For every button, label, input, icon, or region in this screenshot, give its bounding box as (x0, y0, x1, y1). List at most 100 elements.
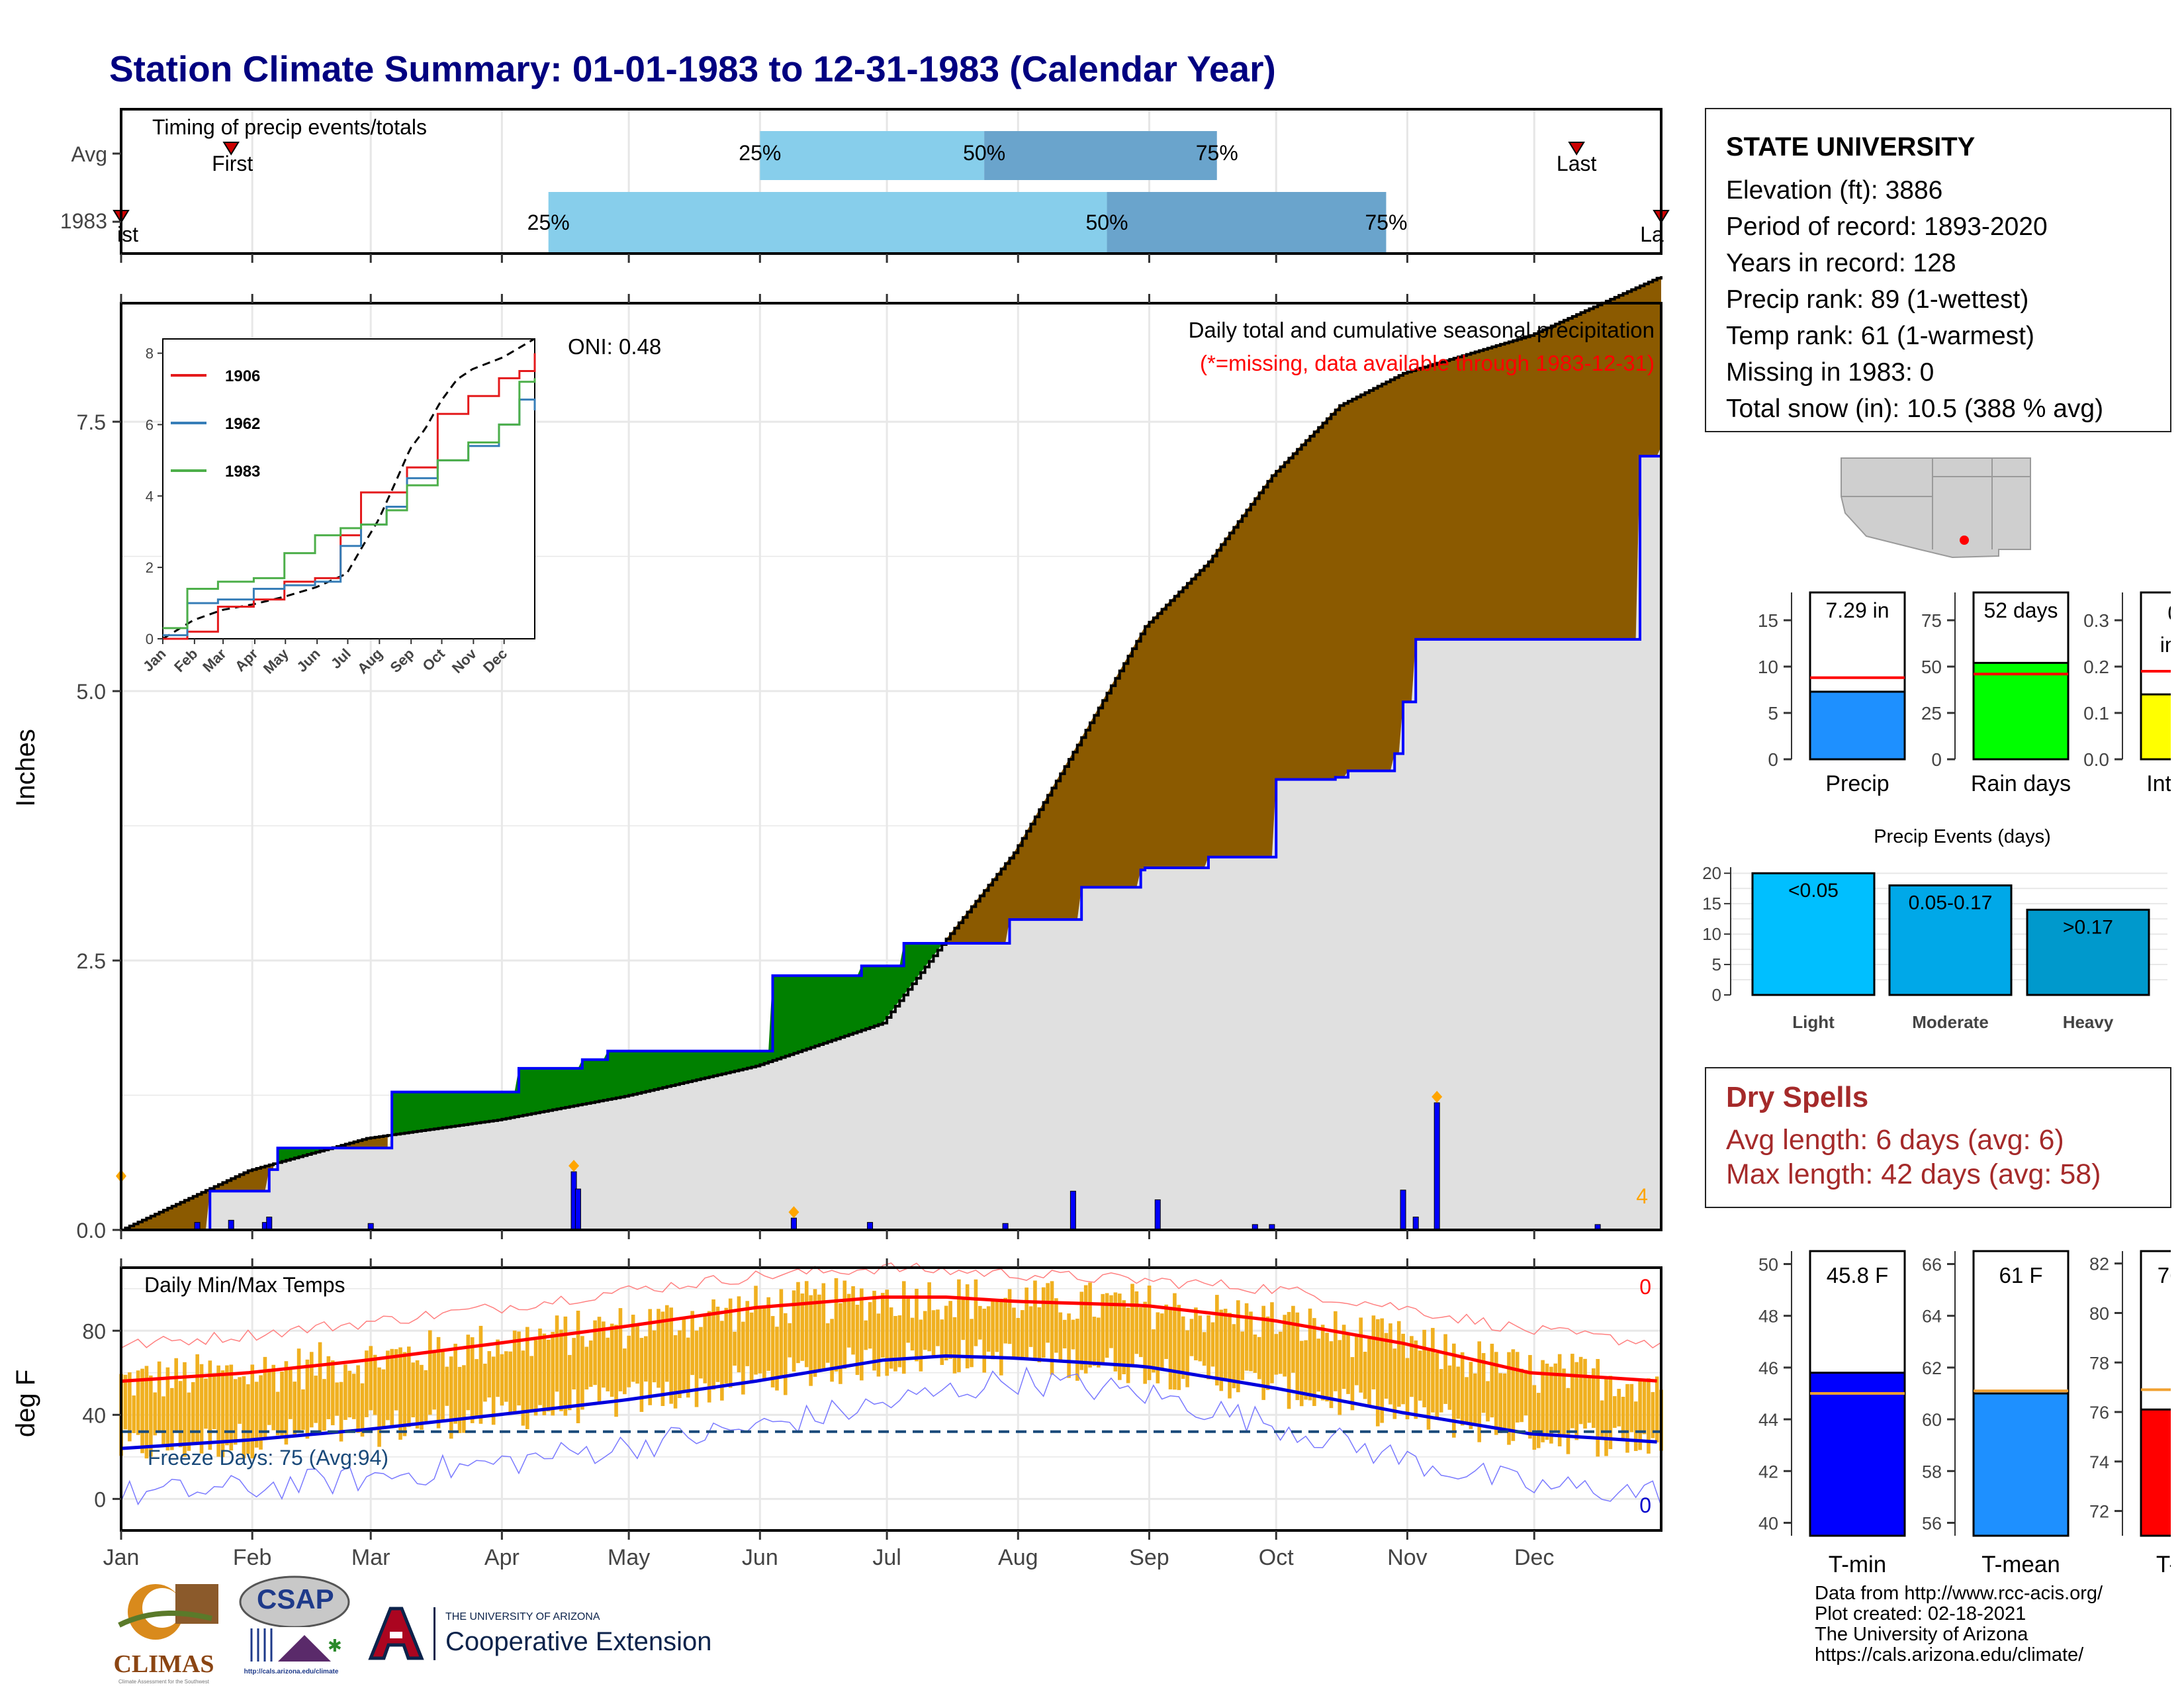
daily-temp-bar (1126, 1307, 1130, 1383)
inset-legend-label: 1983 (225, 463, 260, 481)
daily-temp-bar (627, 1335, 631, 1387)
station-location-marker (1960, 536, 1969, 545)
events-y-tick-label: 20 (1702, 863, 1721, 883)
csap-subtext: http://cals.arizona.edu/climate (244, 1668, 339, 1675)
temp-y-tick-label: 78 (2089, 1353, 2109, 1373)
daily-temp-bar (140, 1368, 144, 1454)
daily-temp-bar (707, 1311, 711, 1403)
daily-temp-bar (572, 1338, 576, 1389)
daily-temp-bar (1625, 1383, 1629, 1453)
daily-temp-bar (402, 1352, 407, 1436)
daily-temp-bar (1481, 1353, 1486, 1413)
daily-temp-bar (881, 1293, 885, 1358)
daily-temp-bar (1587, 1375, 1592, 1423)
month-tick-label: Mar (351, 1545, 390, 1570)
timing-title: Timing of precip events/totals (152, 115, 427, 139)
daily-precip-bar (1069, 1190, 1076, 1231)
record-low-count: 0 (1639, 1493, 1651, 1517)
above-average-area (277, 943, 942, 1163)
daily-temp-bar (360, 1383, 365, 1437)
daily-temp-bar (1570, 1354, 1574, 1429)
mini-y-tick-label: 25 (1921, 703, 1942, 724)
daily-temp-bar (669, 1307, 673, 1404)
daily-temp-bar (1287, 1311, 1291, 1409)
daily-temp-bar (216, 1365, 220, 1457)
daily-temp-bar (1452, 1343, 1456, 1438)
row-label: Avg (71, 142, 107, 166)
daily-temp-bar (1206, 1315, 1210, 1380)
daily-temp-bar (893, 1315, 897, 1372)
daily-temp-bar (1261, 1305, 1265, 1400)
daily-temp-bar (1574, 1362, 1579, 1440)
daily-temp-bar (889, 1307, 893, 1369)
daily-temp-bar (1502, 1373, 1507, 1432)
daily-temp-bar (1422, 1329, 1426, 1408)
temp-y-tick-label: 42 (1758, 1462, 1778, 1481)
daily-temp-bar (1253, 1335, 1257, 1373)
daily-temp-bar (1541, 1360, 1545, 1442)
temp-bar-category: T-min (1829, 1552, 1887, 1577)
last-event-label: Last (1557, 152, 1597, 175)
daily-precip-bar (228, 1219, 234, 1231)
quartile-label: 50% (963, 141, 1005, 165)
temp-y-tick-label: 62 (1922, 1358, 1942, 1378)
daily-temp-bar (1173, 1293, 1177, 1390)
quartile-label: 25% (527, 211, 570, 234)
daily-temp-bar (694, 1331, 699, 1407)
temp-bar-value-label: 76.1 F (2158, 1263, 2171, 1288)
daily-temp-bar (1410, 1336, 1414, 1397)
daily-temp-bar (546, 1339, 551, 1412)
ua-big-text: Cooperative Extension (445, 1627, 712, 1656)
daily-temp-bar (602, 1321, 606, 1388)
daily-temp-bar (381, 1369, 386, 1427)
mini-y-tick-label: 75 (1921, 610, 1942, 631)
temp-y-tick-label: 80 (2089, 1303, 2109, 1323)
daily-temp-bar (1105, 1293, 1109, 1358)
daily-temp-bar (335, 1382, 339, 1416)
daily-temp-bar (1473, 1373, 1477, 1424)
daily-temp-bar (817, 1294, 821, 1371)
daily-temp-bar (1113, 1292, 1118, 1372)
daily-temp-bar (326, 1356, 331, 1419)
temp-bar-value-label: 45.8 F (1827, 1263, 1889, 1288)
station-line: Temp rank: 61 (1-warmest) (1726, 322, 2034, 350)
daily-temp-bar (1583, 1358, 1587, 1429)
daily-temp-bar (1236, 1300, 1240, 1393)
daily-temp-bar (293, 1382, 297, 1436)
temp-bar-value (1972, 1392, 2070, 1537)
daily-temp-bar (322, 1379, 326, 1431)
daily-temp-bar (1041, 1287, 1046, 1358)
daily-temp-bar (136, 1370, 140, 1435)
events-bar-label: >0.17 (2063, 916, 2113, 938)
station-line: Period of record: 1893-2020 (1726, 212, 2048, 241)
row-label: 1983 (60, 209, 107, 233)
daily-temp-bar (1511, 1349, 1516, 1441)
mini-bar-category: Precip (1825, 771, 1889, 796)
daily-temp-bar (1079, 1291, 1084, 1370)
daily-temp-bar (1138, 1307, 1143, 1358)
daily-temp-bar (271, 1364, 276, 1430)
daily-temp-bar (885, 1289, 889, 1376)
daily-temp-bar (330, 1360, 335, 1426)
daily-temp-bar (229, 1364, 234, 1451)
daily-temp-bar (1265, 1316, 1270, 1390)
station-line: Precip rank: 89 (1-wettest) (1726, 285, 2029, 314)
daily-temp-bar (318, 1342, 322, 1434)
daily-temp-bar (1156, 1312, 1160, 1383)
daily-temp-bar (1054, 1298, 1058, 1353)
daily-temp-bar (673, 1335, 678, 1409)
daily-temp-bar (1109, 1295, 1113, 1348)
daily-temp-bar (618, 1308, 623, 1391)
daily-temp-bar (648, 1309, 653, 1405)
csap-text: CSAP (257, 1583, 334, 1615)
daily-temp-bar (204, 1378, 208, 1429)
daily-temp-bar (1629, 1383, 1634, 1432)
extreme-event-marker (1432, 1090, 1443, 1103)
daily-temp-bar (500, 1354, 504, 1406)
daily-temp-bar (830, 1319, 834, 1382)
daily-temp-bar (720, 1321, 724, 1401)
events-bar (1888, 884, 2013, 996)
daily-temp-bar (1647, 1378, 1651, 1454)
daily-temp-bar (1160, 1313, 1164, 1371)
